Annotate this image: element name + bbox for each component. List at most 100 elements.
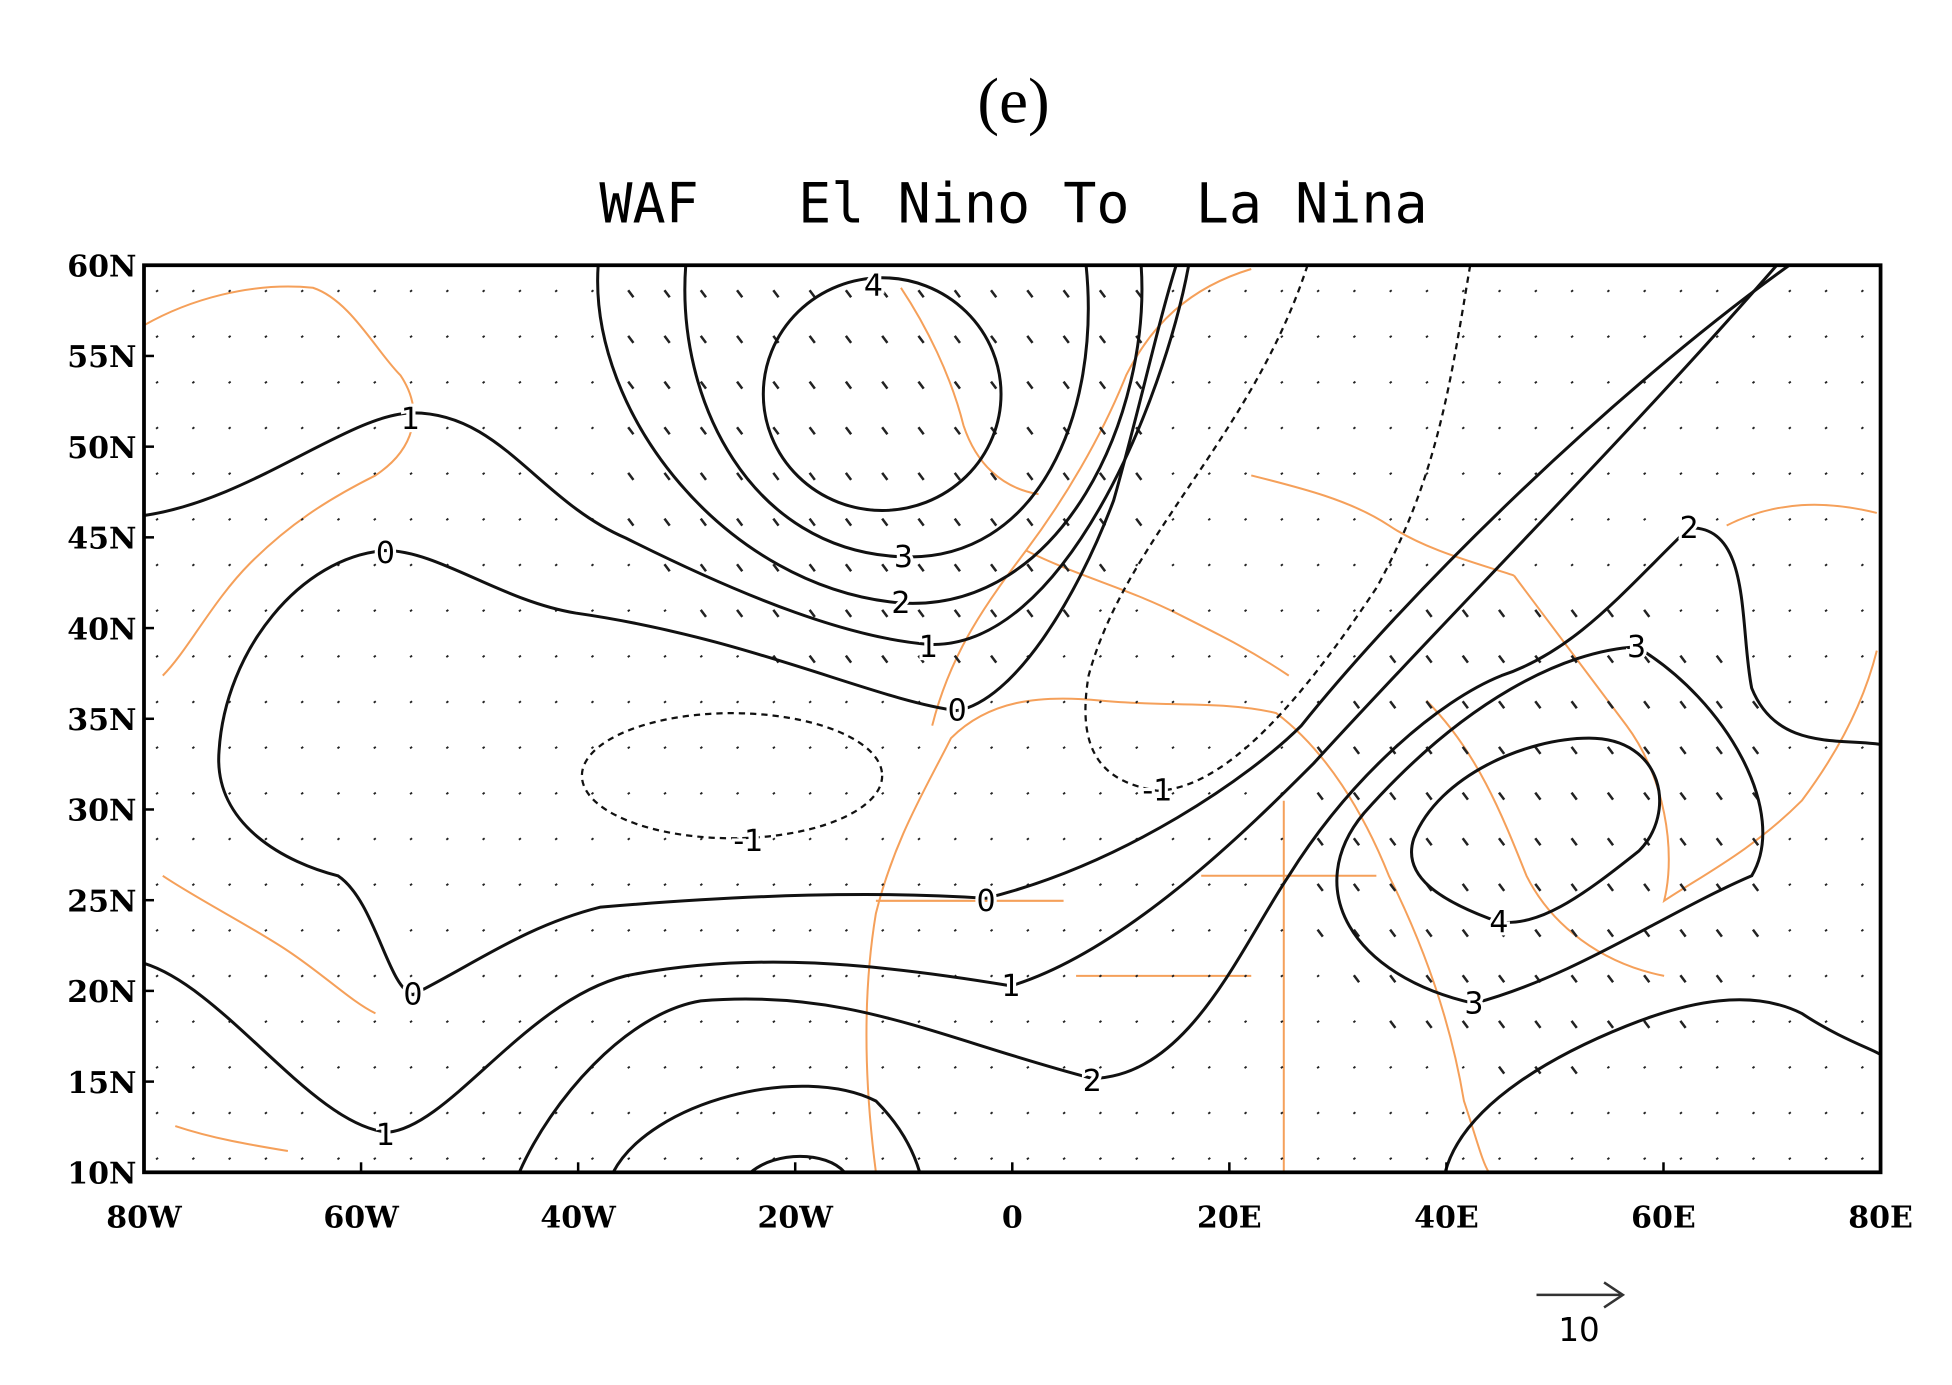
vector — [1643, 883, 1651, 892]
vector — [228, 883, 232, 887]
vector — [336, 335, 341, 339]
vector — [627, 609, 631, 613]
vector — [1389, 791, 1397, 801]
vector — [300, 380, 304, 384]
vector — [663, 609, 667, 613]
vector — [409, 517, 413, 521]
vector — [228, 1111, 232, 1115]
vector — [191, 609, 195, 613]
vector — [1026, 380, 1034, 390]
vector — [590, 1111, 595, 1115]
vector — [554, 563, 558, 567]
vector — [300, 928, 304, 932]
vector — [1026, 837, 1030, 841]
vector — [1824, 700, 1828, 704]
vector — [917, 654, 925, 664]
vector — [1679, 791, 1687, 801]
x-tick-label: 20W — [757, 1200, 834, 1235]
vector — [1280, 472, 1284, 476]
vector — [155, 700, 159, 704]
vector — [1788, 380, 1792, 384]
vector — [1389, 517, 1393, 521]
vector — [1679, 654, 1687, 664]
vector — [1497, 517, 1502, 521]
vector — [590, 426, 595, 430]
vector — [409, 335, 413, 339]
vector — [590, 791, 595, 795]
vector — [264, 563, 268, 567]
vector — [1207, 746, 1211, 750]
vector — [736, 563, 744, 573]
vector — [1643, 472, 1647, 476]
vector — [808, 1111, 812, 1115]
x-tick-label: 40W — [540, 1200, 617, 1235]
contour-label: 2 — [891, 586, 910, 621]
vector — [445, 380, 449, 384]
vector — [1171, 563, 1175, 567]
vector — [1026, 746, 1030, 750]
vector — [1352, 883, 1361, 892]
vector — [1062, 289, 1070, 299]
x-tick-label: 80E — [1848, 1200, 1913, 1235]
vector — [699, 1157, 703, 1161]
vector — [663, 335, 671, 344]
vector — [590, 974, 595, 978]
vector — [554, 335, 558, 339]
vector — [1243, 380, 1248, 384]
vector — [1352, 563, 1356, 567]
vector — [409, 1157, 413, 1161]
vector — [1280, 380, 1284, 384]
vector — [1135, 746, 1139, 750]
vector — [699, 1065, 703, 1069]
vector — [1171, 426, 1175, 430]
vector — [409, 472, 413, 476]
vector — [554, 426, 558, 430]
vector — [228, 517, 232, 521]
map-title: WAF El Nino To La Nina — [599, 172, 1427, 236]
vector — [1352, 289, 1356, 293]
vector — [1243, 1157, 1248, 1161]
vector — [808, 563, 816, 573]
vector — [953, 700, 957, 704]
vector — [1860, 1111, 1864, 1115]
vector — [264, 883, 268, 887]
vector — [1207, 563, 1211, 567]
vector — [1280, 335, 1284, 339]
vector — [264, 335, 268, 339]
vector — [1026, 1020, 1030, 1024]
vector — [373, 472, 377, 476]
vector — [1171, 791, 1175, 795]
vector — [228, 746, 232, 750]
vector — [1352, 380, 1356, 384]
vector — [1570, 1020, 1578, 1029]
vector — [336, 472, 341, 476]
vector — [844, 654, 853, 664]
vector — [663, 746, 667, 750]
vector — [1389, 1157, 1393, 1161]
vector — [373, 883, 377, 887]
vector — [373, 746, 377, 750]
vector — [191, 426, 195, 430]
vector — [990, 289, 998, 299]
vector — [1715, 517, 1719, 521]
vector — [518, 1111, 522, 1115]
vector — [300, 974, 304, 978]
vector — [1534, 426, 1538, 430]
vector — [264, 1111, 268, 1115]
vector — [336, 654, 341, 658]
vector — [1389, 335, 1393, 339]
vector — [1425, 563, 1429, 567]
vector — [808, 883, 812, 887]
vector — [191, 654, 195, 658]
vector — [1497, 883, 1506, 892]
vector — [1098, 380, 1107, 390]
vector — [300, 837, 304, 841]
vector — [736, 791, 740, 795]
vector — [808, 791, 812, 795]
vector — [953, 1065, 957, 1069]
vector — [264, 746, 268, 750]
vector — [663, 1111, 667, 1115]
vector — [1824, 837, 1828, 841]
vector — [881, 426, 889, 436]
vector — [264, 380, 268, 384]
